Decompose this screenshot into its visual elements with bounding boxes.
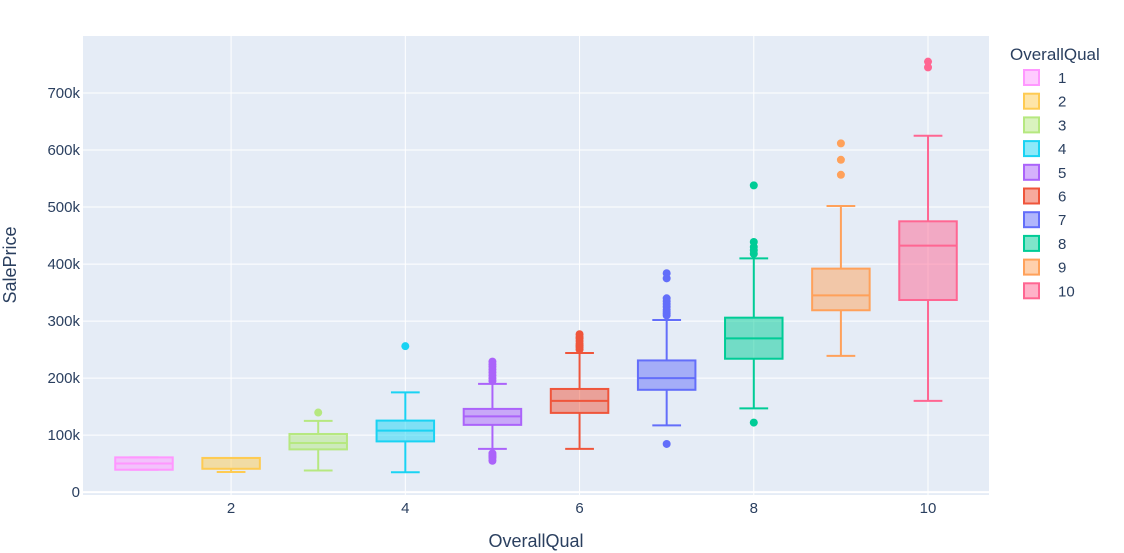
legend-swatch	[1023, 116, 1040, 134]
y-tick-label: 300k	[47, 313, 80, 330]
outlier-point	[488, 449, 497, 458]
y-tick-label: 700k	[47, 85, 80, 102]
box-iqr	[898, 220, 958, 301]
box-iqr	[201, 456, 261, 470]
box-trace-8[interactable]	[724, 181, 784, 427]
legend-label: 2	[1058, 94, 1066, 111]
legend-swatch	[1023, 163, 1040, 181]
legend-item-2[interactable]: 2	[1023, 92, 1066, 111]
x-tick-label: 8	[750, 500, 758, 517]
outlier-point	[836, 170, 845, 179]
legend-label: 3	[1058, 117, 1066, 134]
y-tick-label: 600k	[47, 142, 80, 159]
outlier-point	[314, 408, 323, 417]
outlier-point	[749, 181, 758, 190]
box-trace-1[interactable]	[114, 456, 174, 471]
legend-item-7[interactable]: 7	[1023, 211, 1066, 229]
legend-swatch	[1023, 187, 1040, 205]
y-axis-ticks: 0 100k 200k 300k 400k 500k 600k 700k	[47, 85, 80, 501]
outlier-point	[749, 418, 758, 427]
legend-item-8[interactable]: 8	[1023, 234, 1066, 253]
legend-swatch	[1023, 211, 1040, 229]
outlier-point	[836, 155, 845, 164]
legend-swatch	[1023, 69, 1040, 86]
x-tick-label: 10	[920, 500, 937, 517]
y-tick-label: 400k	[47, 256, 80, 273]
outlier-point	[662, 439, 671, 448]
legend-label: 4	[1058, 141, 1066, 158]
outlier-point	[662, 294, 671, 303]
legend-label: 5	[1058, 165, 1066, 182]
box-trace-7[interactable]	[636, 269, 697, 448]
box-trace-6[interactable]	[549, 330, 610, 450]
box-trace-4[interactable]	[375, 342, 436, 474]
box-trace-5[interactable]	[462, 357, 523, 465]
legend-item-4[interactable]: 4	[1023, 140, 1066, 158]
y-axis-title: SalePrice	[0, 226, 20, 303]
legend-label: 8	[1058, 236, 1066, 253]
legend-label: 6	[1058, 189, 1066, 206]
box-series	[114, 57, 958, 474]
legend-label: 1	[1058, 70, 1066, 87]
legend-label: 10	[1058, 283, 1075, 300]
box-iqr	[288, 432, 348, 451]
x-axis-ticks: 2 4 6 8 10	[227, 500, 936, 517]
outlier-point	[488, 357, 497, 366]
x-tick-label: 2	[227, 500, 235, 517]
legend-item-1[interactable]: 1	[1023, 69, 1066, 87]
legend-swatch	[1023, 258, 1040, 276]
legend-item-3[interactable]: 3	[1023, 116, 1066, 134]
y-tick-label: 200k	[47, 370, 80, 387]
legend-title: OverallQual	[1010, 45, 1100, 64]
legend-item-5[interactable]: 5	[1023, 163, 1066, 182]
box-trace-10[interactable]	[898, 57, 958, 402]
outlier-point	[836, 139, 845, 148]
legend-item-9[interactable]: 9	[1023, 258, 1066, 277]
outlier-point	[749, 237, 758, 246]
x-axis-title: OverallQual	[488, 531, 583, 551]
legend-label: 7	[1058, 212, 1066, 229]
legend[interactable]: OverallQual 1 2 3 4 5 6 7 8 9 10	[1010, 45, 1100, 300]
y-tick-label: 0	[72, 484, 80, 501]
legend-item-10[interactable]: 10	[1023, 282, 1075, 300]
x-tick-label: 6	[575, 500, 583, 517]
plot-area	[83, 36, 989, 495]
outlier-point	[575, 330, 584, 339]
legend-swatch	[1023, 234, 1040, 252]
x-tick-label: 4	[401, 500, 409, 517]
legend-swatch	[1023, 282, 1040, 300]
y-tick-label: 500k	[47, 199, 80, 216]
legend-item-6[interactable]: 6	[1023, 187, 1066, 206]
outlier-point	[662, 269, 671, 278]
legend-swatch	[1023, 140, 1040, 158]
box-trace-9[interactable]	[811, 139, 871, 357]
outlier-point	[924, 57, 933, 66]
box-iqr	[811, 267, 871, 312]
outlier-point	[401, 342, 410, 351]
y-tick-label: 100k	[47, 427, 80, 444]
legend-label: 9	[1058, 260, 1066, 277]
box-trace-2[interactable]	[201, 456, 261, 474]
outlier-point	[924, 63, 933, 72]
legend-swatch	[1023, 92, 1040, 110]
box-iqr	[636, 359, 697, 391]
box-trace-3[interactable]	[288, 408, 348, 472]
